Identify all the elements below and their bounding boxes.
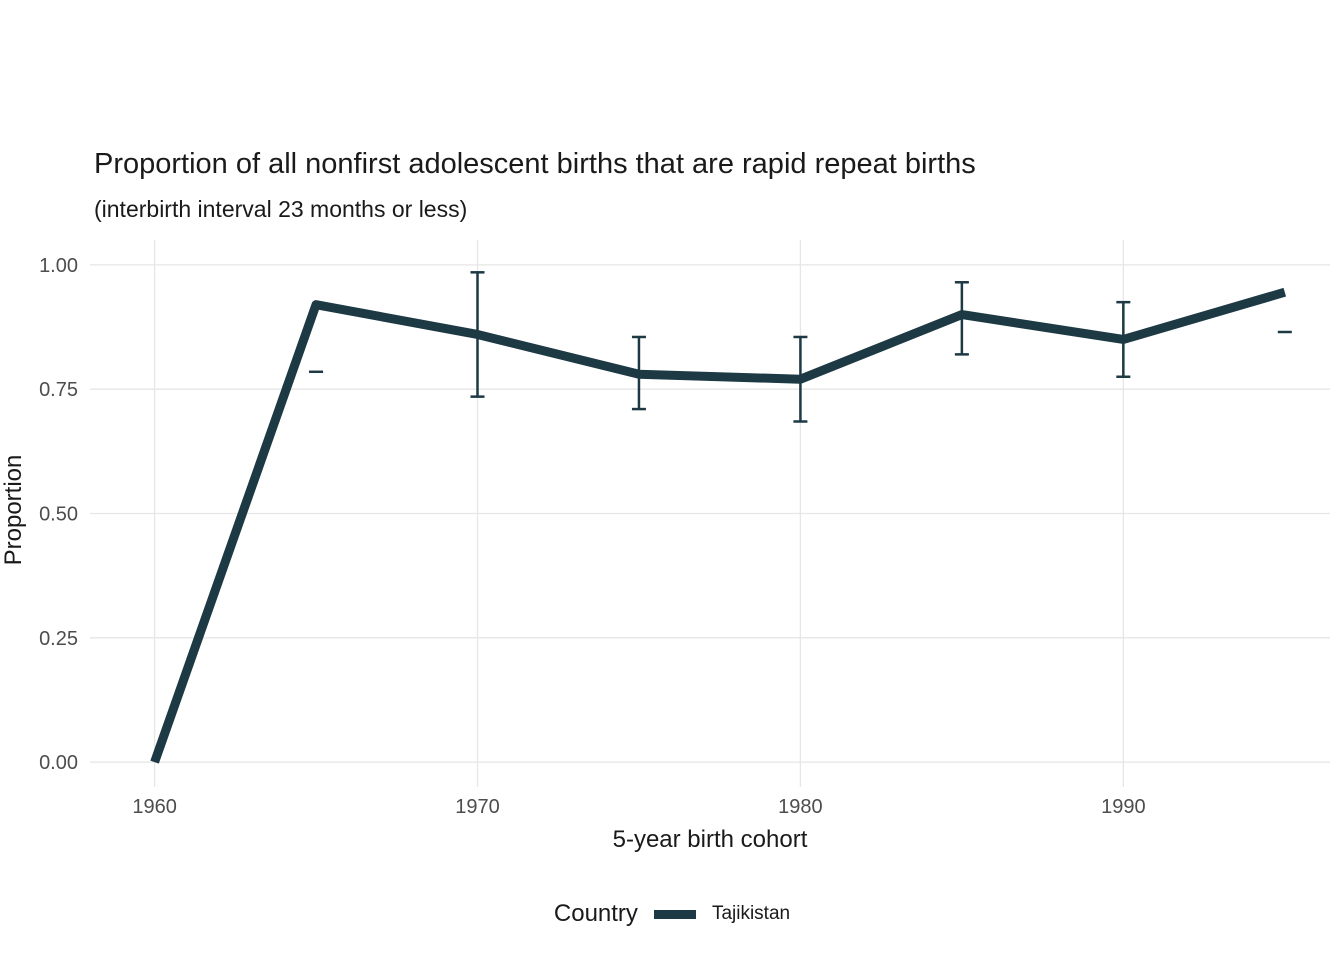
legend: Country Tajikistan <box>0 900 1344 928</box>
series-line-tajikistan <box>150 287 1287 764</box>
y-tick-label: 1.00 <box>39 255 78 277</box>
x-tick-label: 1980 <box>778 796 823 818</box>
plot-area: 0.00 0.25 0.50 0.75 1.00 1960 1970 1980 1990 <box>39 240 1330 818</box>
y-tick-label: 0.75 <box>39 379 78 401</box>
chart-subtitle: (interbirth interval 23 months or less) <box>94 196 468 222</box>
y-tick-label: 0.50 <box>39 504 78 526</box>
chart-title: Proportion of all nonfirst adolescent bi… <box>94 148 976 180</box>
legend-line-swatch <box>653 909 696 919</box>
y-tick-label: 0.25 <box>39 628 78 650</box>
x-tick-label: 1970 <box>455 796 500 818</box>
legend-entry-label: Tajikistan <box>711 903 791 924</box>
legend-title: Country <box>553 900 638 927</box>
y-tick-label: 0.00 <box>39 752 78 774</box>
x-axis-title: 5-year birth cohort <box>612 826 808 853</box>
x-tick-label: 1960 <box>132 796 177 818</box>
x-tick-label: 1990 <box>1101 796 1146 818</box>
